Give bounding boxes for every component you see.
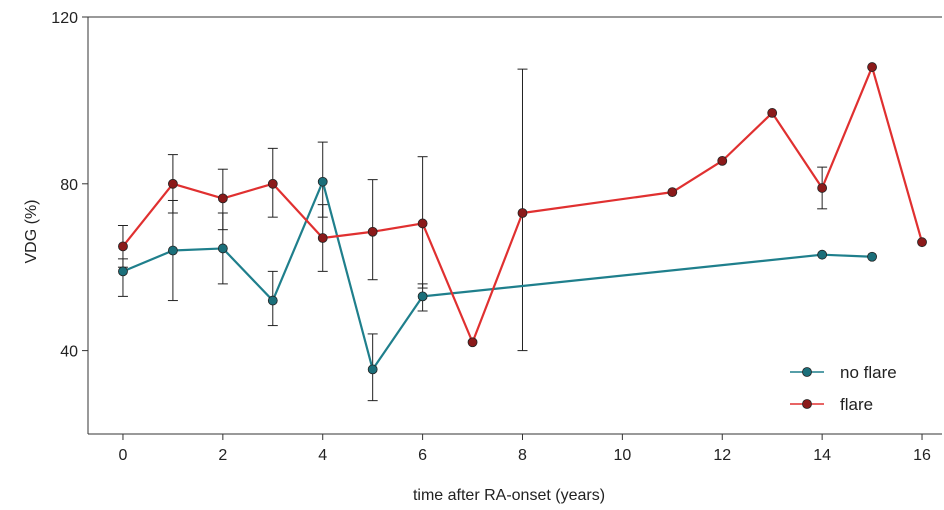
data-points	[118, 62, 927, 375]
y-tick-label: 40	[60, 344, 78, 361]
y-tick-label: 80	[60, 177, 78, 194]
x-tick-label: 12	[713, 447, 731, 464]
data-point-flare	[767, 108, 778, 118]
x-tick-label: 2	[218, 447, 227, 464]
axes: 40 80 120 0 2 4 6 8 10 12 14 16	[51, 10, 942, 464]
data-point-flare	[118, 241, 128, 252]
y-tick-label: 120	[51, 10, 78, 27]
data-point-no-flare	[417, 291, 428, 302]
data-point-flare	[367, 226, 378, 237]
x-tick-label: 4	[318, 447, 327, 464]
data-point-flare	[917, 237, 927, 248]
data-point-no-flare	[267, 295, 278, 306]
data-point-flare	[517, 208, 528, 218]
legend-label: no flare	[840, 363, 897, 382]
data-point-no-flare	[367, 364, 378, 375]
legend-label: flare	[840, 395, 873, 414]
data-point-flare	[467, 337, 478, 348]
x-tick-label: 8	[518, 447, 527, 464]
data-point-flare	[267, 178, 278, 189]
x-axis-title: time after RA-onset (years)	[413, 487, 605, 504]
data-point-flare	[168, 178, 178, 189]
x-tick-label: 10	[613, 447, 631, 464]
y-axis-title: VDG (%)	[23, 200, 40, 264]
data-point-no-flare	[317, 176, 328, 187]
data-point-no-flare	[817, 249, 828, 260]
x-tick-label: 14	[813, 447, 831, 464]
x-tick-label: 6	[418, 447, 427, 464]
data-point-flare	[667, 187, 678, 198]
data-point-flare	[217, 193, 228, 204]
data-point-flare	[817, 183, 828, 193]
legend-marker	[802, 367, 812, 377]
x-tick-label: 0	[119, 447, 128, 464]
data-point-flare	[717, 155, 728, 166]
data-point-no-flare	[168, 245, 178, 256]
legend: no flare flare	[790, 363, 897, 414]
data-point-flare	[867, 62, 877, 72]
data-point-flare	[317, 233, 328, 243]
data-point-no-flare	[867, 251, 877, 262]
data-point-flare	[417, 218, 428, 229]
error-bars	[117, 68, 828, 402]
data-point-no-flare	[118, 266, 128, 277]
data-point-no-flare	[217, 243, 228, 254]
legend-marker	[802, 399, 812, 409]
x-tick-label: 16	[913, 447, 931, 464]
